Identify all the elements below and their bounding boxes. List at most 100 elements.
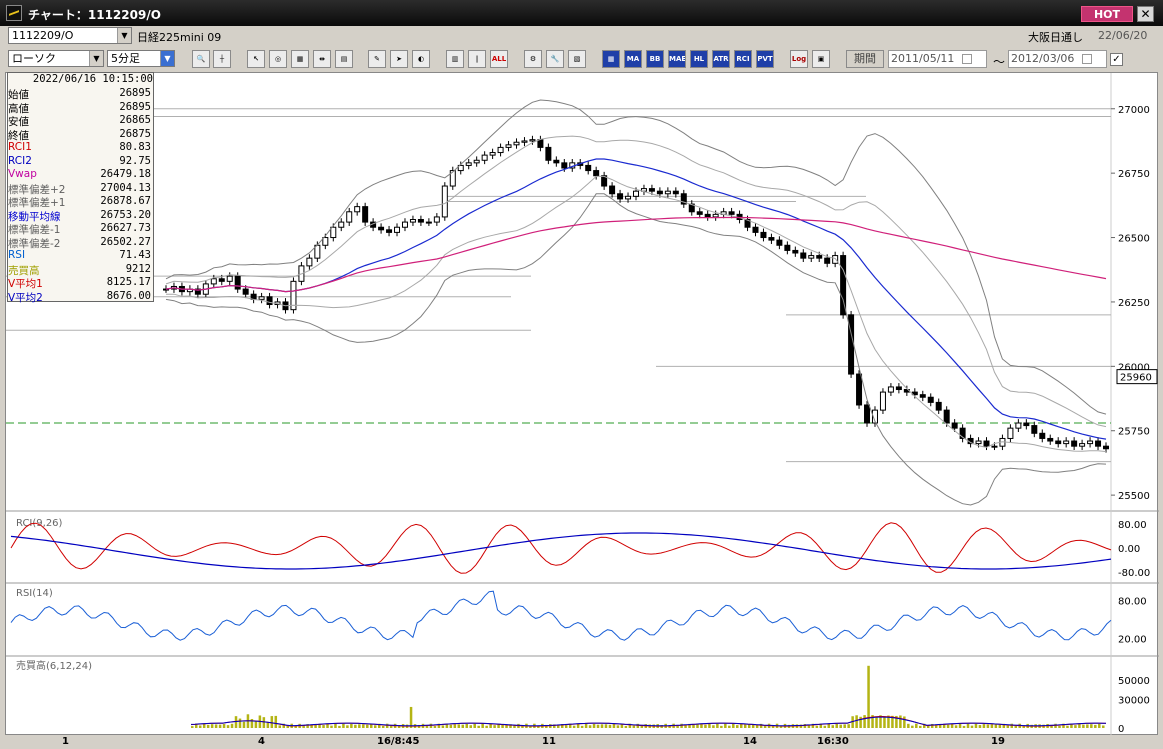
scale-icon[interactable]: ▤ xyxy=(335,50,353,68)
candle-body xyxy=(887,386,894,393)
grid-icon[interactable]: ▦ xyxy=(291,50,309,68)
volume-bar xyxy=(879,715,882,728)
bar-icon[interactable]: | xyxy=(468,50,486,68)
volume-bar xyxy=(907,723,910,728)
zoom-icon[interactable]: 🔍 xyxy=(192,50,210,68)
data-window-value: 8676.00 xyxy=(106,289,151,302)
volume-bar xyxy=(970,725,974,728)
candle-icon[interactable]: ▥ xyxy=(446,50,464,68)
volume-bar xyxy=(803,724,807,728)
candle-body xyxy=(1087,440,1094,445)
hl-button[interactable]: HL xyxy=(690,50,708,68)
all-button[interactable]: ALL xyxy=(490,50,508,68)
candle-body xyxy=(338,221,345,228)
volume-bar xyxy=(755,724,759,728)
volume-bar xyxy=(807,725,811,728)
pvt-button[interactable]: PVT xyxy=(756,50,774,68)
volume-bar xyxy=(529,726,532,728)
symbol-code-select[interactable]: 1112209/O ▼ xyxy=(8,27,132,44)
period-checkbox[interactable]: ✓ xyxy=(1110,53,1123,66)
data-window-row: 標準偏差+2 27004.13 xyxy=(8,182,153,196)
candle-body xyxy=(218,278,225,282)
price-tick-label: 25750 xyxy=(1118,427,1150,438)
split-icon[interactable]: ⇹ xyxy=(313,50,331,68)
mae-button[interactable]: MAE xyxy=(668,50,686,68)
log-button[interactable]: Log xyxy=(790,50,808,68)
interval-select[interactable]: 5分足 ▼ xyxy=(107,50,175,67)
pencil-icon[interactable]: ✎ xyxy=(368,50,386,68)
volume-bar xyxy=(584,723,588,728)
data-window-value: 71.43 xyxy=(119,249,151,261)
date-from-field[interactable]: 2011/05/11 xyxy=(888,50,987,68)
volume-tick-label: 0 xyxy=(1118,724,1124,735)
volume-pane-title: 売買高(6,12,24) xyxy=(16,659,92,672)
candle-body xyxy=(1103,445,1109,450)
date-to-field[interactable]: 2012/03/06 xyxy=(1008,50,1107,68)
calendar-icon[interactable] xyxy=(962,54,972,64)
candle-body xyxy=(648,188,655,192)
candle-body xyxy=(752,226,759,233)
rsi-tick-label: 20.00 xyxy=(1118,634,1147,645)
chevron-down-icon[interactable]: ▼ xyxy=(117,28,131,43)
chart-area[interactable]: 25500 25750 26000 26250 26500 26750 27000 25960… xyxy=(5,72,1159,736)
volume-bar xyxy=(278,725,282,728)
volume-bar xyxy=(736,725,739,728)
volume-bar xyxy=(895,715,898,728)
volume-bar xyxy=(350,723,353,728)
rci-button[interactable]: RCI xyxy=(734,50,752,68)
bb-button[interactable]: BB xyxy=(646,50,664,68)
candle-body xyxy=(672,190,679,195)
candle-body xyxy=(808,255,815,259)
chart-type-select[interactable]: ローソク ▼ xyxy=(8,50,104,67)
volume-bar xyxy=(632,725,636,728)
wrench-icon[interactable]: 🔧 xyxy=(546,50,564,68)
volume-bar xyxy=(891,715,894,728)
volume-bar xyxy=(226,725,230,728)
arrow-tool-icon[interactable]: ➤ xyxy=(390,50,408,68)
chevron-down-icon[interactable]: ▼ xyxy=(160,51,174,66)
volume-bar xyxy=(354,724,357,728)
x-axis-label: 16/8:45 xyxy=(377,736,420,747)
close-button[interactable]: ✕ xyxy=(1137,6,1154,22)
volume-bar xyxy=(926,725,930,728)
data-window-value: 8125.17 xyxy=(106,276,151,288)
data-window-value: 26878.67 xyxy=(100,195,151,207)
magnifier-icon[interactable]: ◎ xyxy=(269,50,287,68)
volume-bar xyxy=(564,725,568,728)
candle-body xyxy=(656,190,663,195)
volume-bar xyxy=(1070,723,1073,728)
candle-body xyxy=(832,255,839,264)
candle-body xyxy=(1015,422,1022,429)
hot-button[interactable]: HOT xyxy=(1081,6,1133,22)
volume-bar xyxy=(385,723,389,728)
data-window-label: 高値 xyxy=(8,102,29,115)
candle-body xyxy=(1039,432,1046,439)
volume-bar xyxy=(668,725,671,728)
calendar-icon[interactable] xyxy=(1082,54,1092,64)
settings-icon[interactable]: ⚙ xyxy=(524,50,542,68)
atr-button[interactable]: ATR xyxy=(712,50,730,68)
candle-body xyxy=(194,288,201,295)
period-button[interactable]: 期間 xyxy=(846,50,884,68)
table-icon[interactable]: ▦ xyxy=(602,50,620,68)
volume-bar xyxy=(600,724,604,728)
rsi-line xyxy=(10,590,1112,641)
color-icon[interactable]: ▧ xyxy=(568,50,586,68)
chevron-down-icon[interactable]: ▼ xyxy=(89,51,103,66)
volume-bar xyxy=(640,725,644,728)
data-window-label: 始値 xyxy=(8,89,29,101)
candle-body xyxy=(585,164,592,172)
volume-bar xyxy=(624,725,628,728)
volume-bar xyxy=(819,723,823,728)
rci-pane-title: RCI(9,26) xyxy=(16,518,63,529)
volume-bar xyxy=(1090,724,1093,728)
layout-icon[interactable]: ▣ xyxy=(812,50,830,68)
paint-icon[interactable]: ◐ xyxy=(412,50,430,68)
data-window-value: 26479.18 xyxy=(100,168,151,180)
ma-button[interactable]: MA xyxy=(624,50,642,68)
volume-bar xyxy=(978,725,982,728)
chart-canvas[interactable]: 25500 25750 26000 26250 26500 26750 27000 25960… xyxy=(6,73,1159,736)
crosshair-icon[interactable]: ┼ xyxy=(213,50,231,68)
cursor-icon[interactable]: ↖ xyxy=(247,50,265,68)
candle-body xyxy=(290,280,297,311)
